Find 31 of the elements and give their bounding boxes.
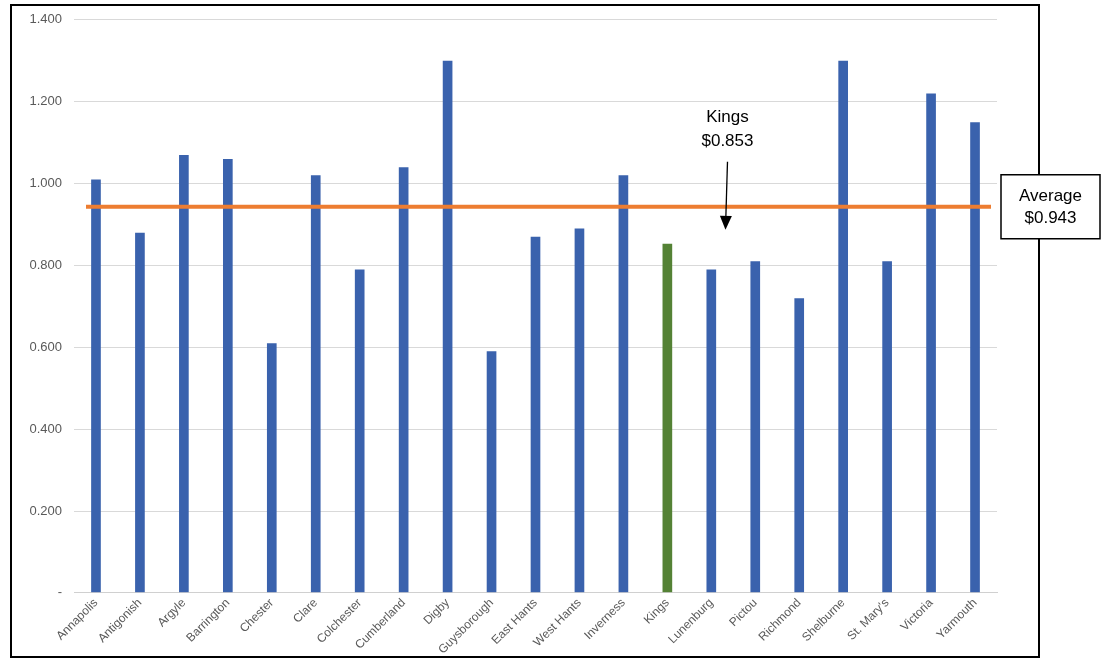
bar	[486, 351, 497, 593]
y-tick-label: 1.000	[29, 175, 62, 191]
ref-line-label: Average $0.943	[1018, 185, 1083, 227]
bar	[398, 167, 409, 593]
bar	[750, 261, 761, 593]
y-tick-label: -	[57, 584, 62, 600]
bar	[970, 122, 980, 593]
y-tick-label: 1.200	[29, 93, 62, 109]
bar	[310, 175, 321, 593]
y-tick-label: 0.600	[29, 338, 62, 354]
bar	[926, 93, 936, 593]
bar	[530, 236, 541, 593]
bar	[706, 269, 717, 593]
bar	[662, 243, 673, 593]
bar	[574, 228, 585, 593]
bar	[618, 175, 629, 593]
y-tick-label: 0.200	[29, 502, 62, 518]
bar	[354, 269, 365, 593]
bar	[135, 232, 145, 593]
bar	[266, 343, 277, 593]
bar	[794, 298, 805, 593]
y-tick-label: 1.400	[29, 11, 62, 27]
y-tick-label: 0.800	[29, 256, 62, 272]
bar	[91, 179, 101, 593]
bar	[223, 158, 233, 593]
bar	[882, 261, 892, 593]
bar	[179, 154, 189, 593]
annotation: Kings $0.853	[701, 107, 754, 151]
bar	[442, 60, 453, 593]
bar	[838, 60, 848, 593]
y-tick-label: 0.400	[29, 420, 62, 436]
